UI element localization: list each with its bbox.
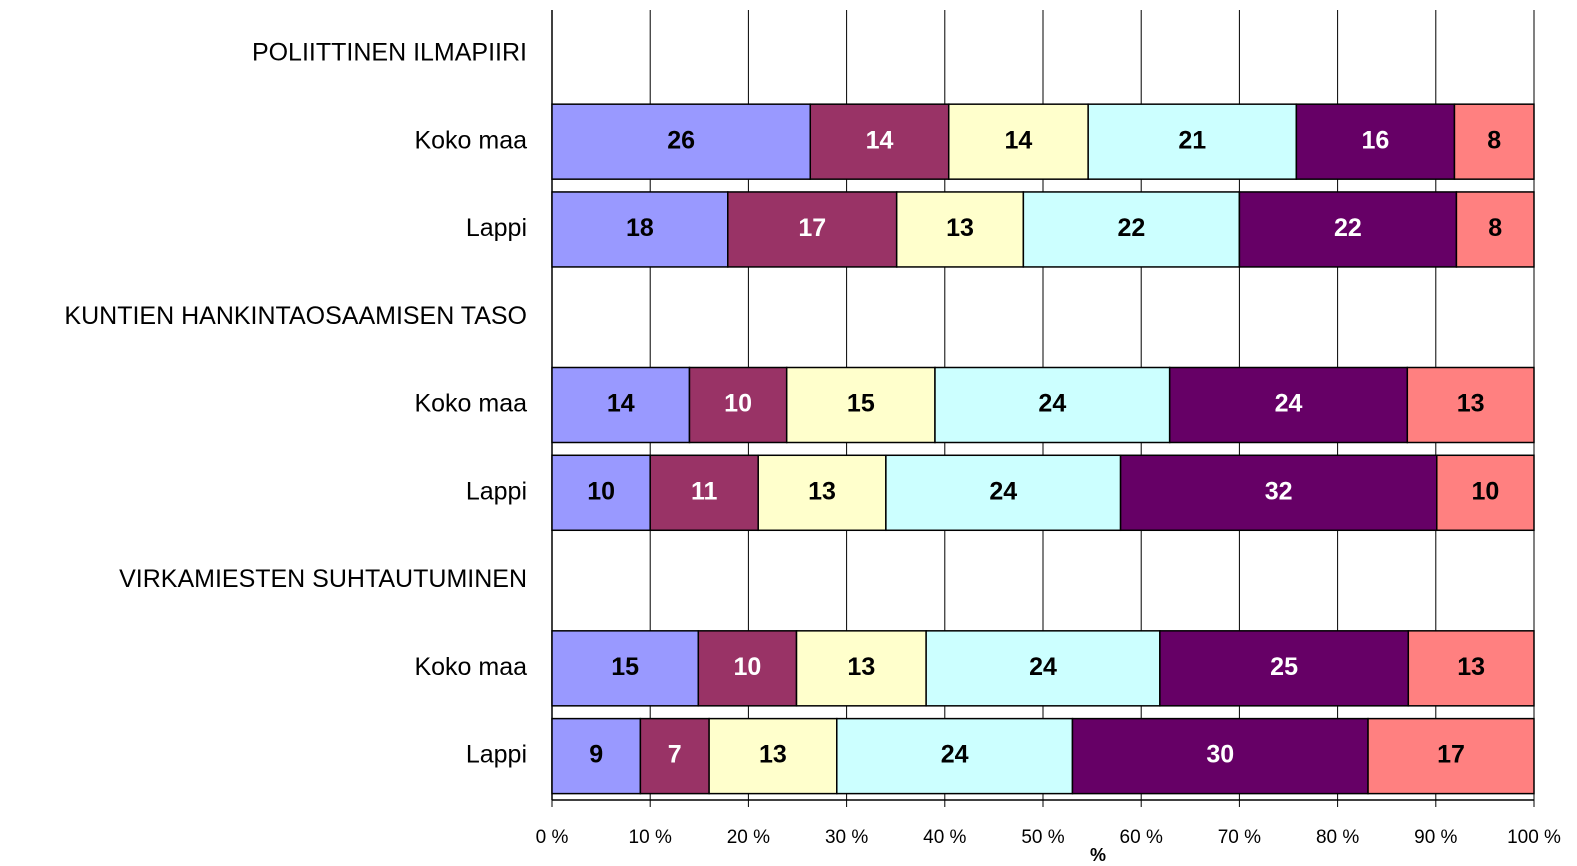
value-label: 14 bbox=[866, 126, 894, 154]
category-label: Lappi bbox=[466, 741, 527, 769]
value-label: 24 bbox=[989, 477, 1017, 505]
category-label: Lappi bbox=[466, 477, 527, 505]
value-label: 13 bbox=[1457, 653, 1485, 681]
value-label: 13 bbox=[759, 741, 787, 769]
category-label: Lappi bbox=[466, 214, 527, 242]
value-label: 24 bbox=[1029, 653, 1057, 681]
bar-segment bbox=[1406, 366, 1535, 444]
value-label: 10 bbox=[724, 390, 752, 418]
category-label: Koko maa bbox=[414, 653, 527, 681]
value-label: 22 bbox=[1334, 214, 1362, 242]
category-label: KUNTIEN HANKINTAOSAAMISEN TASO bbox=[64, 302, 527, 330]
bar-segment bbox=[925, 630, 1161, 707]
bar-segment bbox=[934, 366, 1171, 444]
bar-segment bbox=[947, 103, 1089, 180]
value-label: 22 bbox=[1117, 214, 1145, 242]
x-tick-label: 70 % bbox=[1218, 827, 1261, 848]
x-tick-label: 40 % bbox=[923, 827, 966, 848]
value-label: 9 bbox=[589, 741, 603, 769]
bar-segment bbox=[649, 454, 759, 532]
bar-segment bbox=[1295, 103, 1456, 180]
value-label: 13 bbox=[1457, 390, 1485, 418]
bar-segment bbox=[836, 717, 1074, 795]
bar-segment bbox=[795, 630, 927, 707]
bar-segment bbox=[895, 191, 1025, 268]
value-label: 14 bbox=[1005, 126, 1033, 154]
value-label: 13 bbox=[808, 477, 836, 505]
value-label: 8 bbox=[1487, 126, 1501, 154]
x-tick-label: 30 % bbox=[825, 827, 868, 848]
bar-segment bbox=[697, 630, 798, 707]
value-label: 11 bbox=[691, 477, 718, 505]
x-tick-label: 90 % bbox=[1414, 827, 1457, 848]
value-label: 10 bbox=[587, 477, 615, 505]
value-label: 18 bbox=[626, 214, 654, 242]
x-tick-label: 50 % bbox=[1021, 827, 1064, 848]
category-label: POLIITTINEN ILMAPIIRI bbox=[252, 38, 527, 66]
bar-segment bbox=[727, 191, 898, 268]
value-label: 24 bbox=[1038, 390, 1066, 418]
value-label: 16 bbox=[1362, 126, 1390, 154]
value-label: 17 bbox=[798, 214, 826, 242]
bar-segment bbox=[757, 454, 887, 532]
category-label: Koko maa bbox=[414, 126, 527, 154]
bar-segment bbox=[1087, 103, 1298, 180]
value-label: 13 bbox=[847, 653, 875, 681]
value-label: 7 bbox=[668, 741, 682, 769]
bar-segment bbox=[1367, 717, 1535, 795]
bar-segment bbox=[1453, 103, 1535, 180]
bar-segment bbox=[551, 454, 651, 532]
x-tick-label: 100 % bbox=[1507, 827, 1561, 848]
value-label: 13 bbox=[946, 214, 974, 242]
bar-segment bbox=[885, 454, 1122, 532]
x-tick-label: 0 % bbox=[536, 827, 569, 848]
value-label: 24 bbox=[941, 741, 969, 769]
x-tick-label: 60 % bbox=[1120, 827, 1163, 848]
value-label: 24 bbox=[1275, 390, 1303, 418]
bar-segment bbox=[785, 366, 936, 444]
bar-segment bbox=[1436, 454, 1535, 532]
bar-segment bbox=[1407, 630, 1535, 707]
value-label: 8 bbox=[1488, 214, 1502, 242]
bar-segment bbox=[551, 191, 729, 268]
value-label: 25 bbox=[1270, 653, 1298, 681]
value-label: 10 bbox=[734, 653, 762, 681]
x-axis-title: % bbox=[1090, 845, 1106, 865]
value-label: 26 bbox=[667, 126, 695, 154]
bar-segment bbox=[551, 630, 700, 707]
x-tick-label: 10 % bbox=[629, 827, 672, 848]
bar-segment bbox=[639, 717, 710, 795]
bar-segment bbox=[1168, 366, 1409, 444]
category-label: VIRKAMIESTEN SUHTAUTUMINEN bbox=[119, 565, 527, 593]
bar-segment bbox=[1022, 191, 1241, 268]
bar-segment bbox=[551, 366, 691, 444]
x-tick-label: 80 % bbox=[1316, 827, 1359, 848]
value-label: 15 bbox=[611, 653, 639, 681]
value-label: 17 bbox=[1437, 741, 1465, 769]
bar-segment bbox=[1455, 191, 1535, 268]
value-label: 32 bbox=[1265, 477, 1293, 505]
value-label: 21 bbox=[1178, 126, 1206, 154]
category-label: Koko maa bbox=[414, 390, 527, 418]
bar-segment bbox=[1238, 191, 1458, 268]
x-tick-label: 20 % bbox=[727, 827, 770, 848]
bar-segment bbox=[551, 717, 642, 795]
value-label: 15 bbox=[847, 390, 875, 418]
value-label: 14 bbox=[607, 390, 635, 418]
bar-segment bbox=[688, 366, 788, 444]
value-label: 30 bbox=[1206, 741, 1234, 769]
value-label: 10 bbox=[1471, 477, 1499, 505]
bar-segment bbox=[1119, 454, 1438, 532]
bar-segment bbox=[1159, 630, 1410, 707]
